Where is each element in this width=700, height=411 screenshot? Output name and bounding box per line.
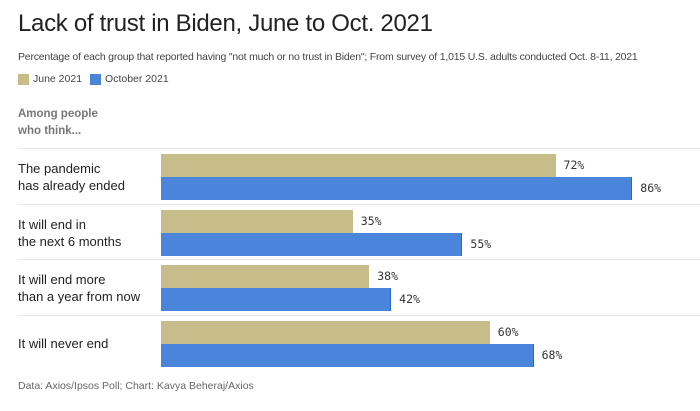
category-label-line: has already ended <box>18 178 125 193</box>
chart-title: Lack of trust in Biden, June to Oct. 202… <box>18 10 433 37</box>
category-label-line: The pandemic <box>18 161 101 176</box>
legend-item-june: June 2021 <box>18 73 82 85</box>
data-label: 55% <box>470 236 492 251</box>
data-label: 38% <box>377 269 399 283</box>
group-header-line: Among people <box>18 108 98 120</box>
category-label-line: It will end in <box>18 216 86 232</box>
bar-june-2021 <box>161 265 370 288</box>
category-label: It will end in the next 6 months <box>18 216 121 250</box>
data-label: 86% <box>640 181 662 195</box>
category-label: It will end more than a year from now <box>18 271 140 305</box>
category-label-line: It will never end <box>18 336 109 351</box>
row-divider <box>18 203 700 205</box>
bar-october-2021 <box>161 177 633 200</box>
category-label: It will never end <box>18 335 108 352</box>
legend: June 2021 October 2021 <box>18 73 177 85</box>
row-divider <box>18 148 700 149</box>
legend-item-october: October 2021 <box>90 73 169 85</box>
category-label-line: the next 6 months <box>18 233 122 249</box>
group-header-line: who think... <box>18 125 82 137</box>
data-label: 72% <box>563 158 585 172</box>
category-label-line: It will end more <box>18 272 106 287</box>
bar-october-2021 <box>161 343 534 367</box>
bar-october-2021 <box>161 232 463 256</box>
group-header: Among people who think... <box>18 106 98 140</box>
bar-october-2021 <box>161 288 392 311</box>
category-label: The pandemic has already ended <box>18 160 125 194</box>
legend-swatch-october <box>90 73 102 85</box>
data-label: 68% <box>541 347 563 362</box>
source-footer: Data: Axios/Ipsos Poll; Chart: Kavya Beh… <box>18 380 254 392</box>
legend-label-october: October 2021 <box>105 73 169 85</box>
legend-label-june: June 2021 <box>33 73 83 85</box>
data-label: 42% <box>399 292 420 306</box>
bar-june-2021 <box>161 209 353 233</box>
data-label: 35% <box>360 213 382 228</box>
chart-subtitle: Percentage of each group that reported h… <box>18 51 638 63</box>
data-label: 60% <box>497 324 519 339</box>
row-divider <box>18 314 700 316</box>
bar-june-2021 <box>161 154 556 177</box>
row-divider <box>18 259 700 260</box>
bar-june-2021 <box>161 320 490 344</box>
category-label-line: than a year from now <box>18 289 141 304</box>
legend-swatch-june <box>18 73 29 85</box>
